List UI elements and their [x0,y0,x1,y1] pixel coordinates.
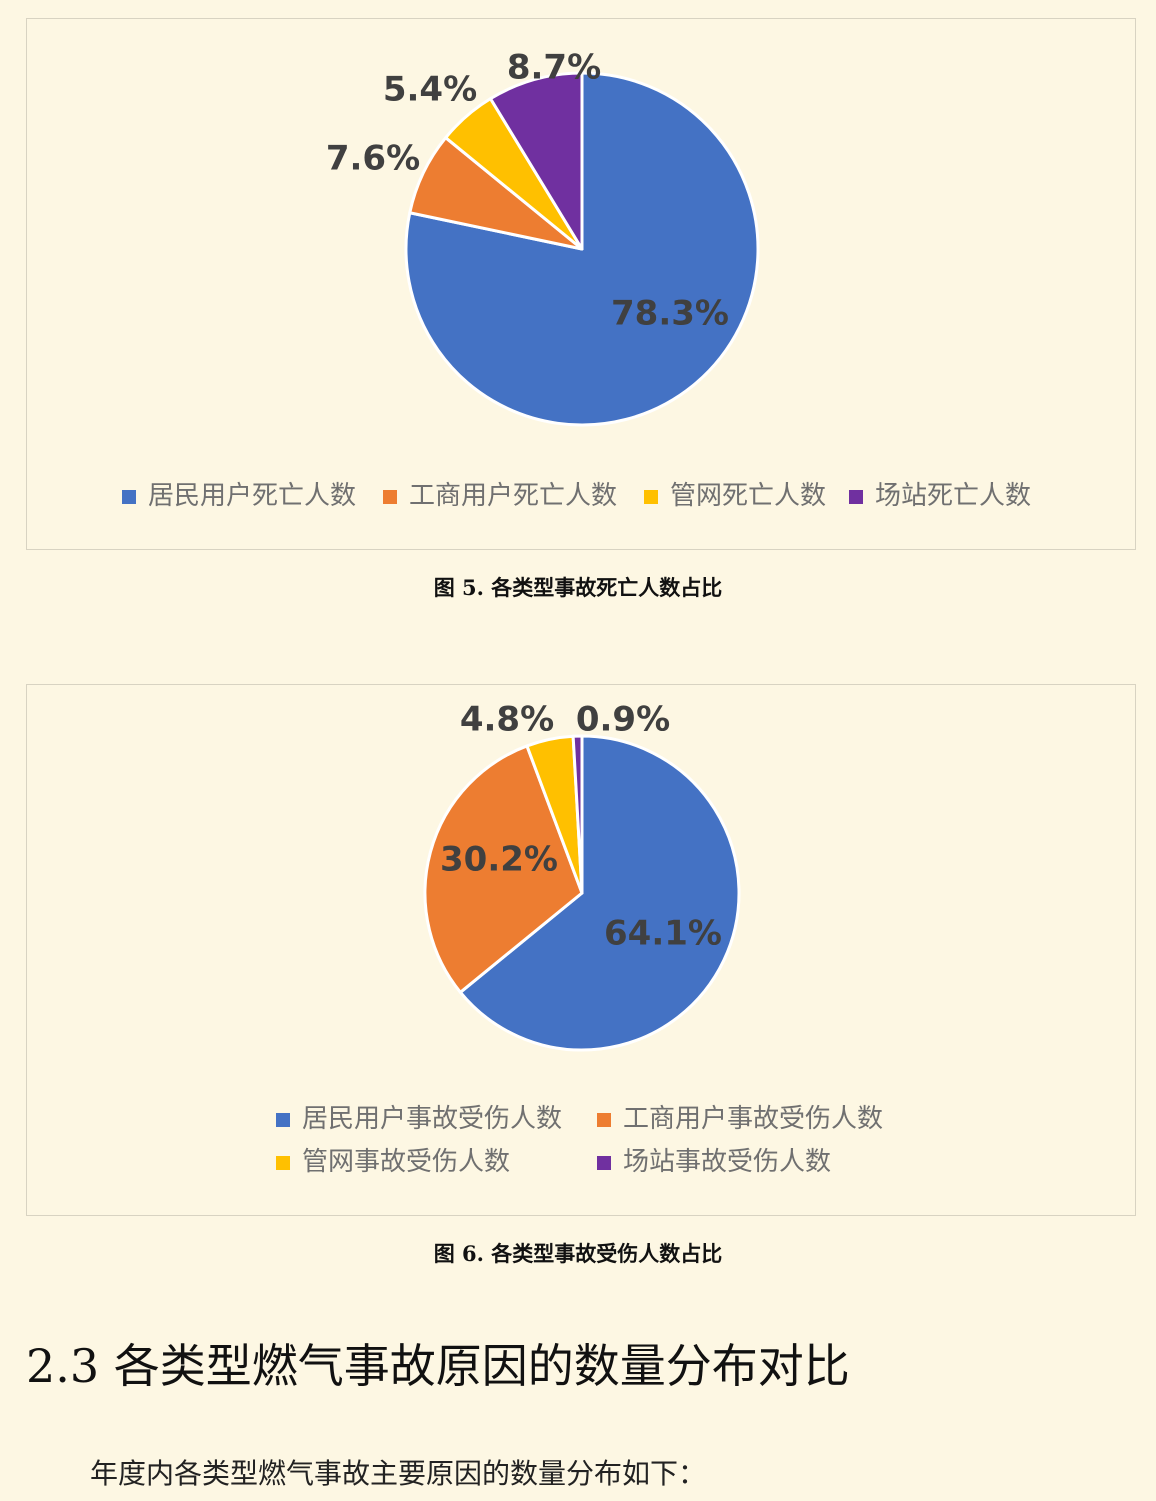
pie-slice-4 [571,734,584,895]
legend-swatch [597,1113,611,1127]
legend-swatch [276,1113,290,1127]
legend-item: 场站事故受伤人数 [597,1147,831,1177]
slice-data-label: 5.4% [383,70,477,110]
legend-item: 居民用户事故受伤人数 [276,1104,562,1134]
pie-slice-2 [423,744,584,994]
figure-5-caption: 图 5. 各类型事故死亡人数占比 [433,575,723,600]
slice-data-label: 64.1% [604,914,722,954]
legend-label: 管网死亡人数 [670,481,826,511]
legend-item: 居民用户死亡人数 [122,481,356,511]
section-heading: 2.3 各类型燃气事故原因的数量分布对比 [26,1339,850,1393]
chart-fatalities-share: 78.3% 7.6% 5.4% 8.7% 居民用户死亡人数 工商用户死亡人数 管网死亡人数 场… [26,18,1136,550]
legend-swatch [383,490,397,504]
pie-slice-4 [489,71,584,251]
legend-swatch [597,1156,611,1170]
slice-data-label: 78.3% [611,294,729,334]
legend-item: 管网事故受伤人数 [276,1147,510,1177]
legend-item: 管网死亡人数 [644,481,826,511]
legend-swatch [122,490,136,504]
legend-label: 工商用户事故受伤人数 [623,1104,883,1134]
section-intro-text: 年度内各类型燃气事故主要原因的数量分布如下： [90,1457,707,1490]
legend-label: 居民用户死亡人数 [148,481,356,511]
slice-data-label: 30.2% [440,840,558,880]
legend-item: 工商用户死亡人数 [383,481,617,511]
legend-label: 管网事故受伤人数 [302,1147,510,1177]
legend-label: 工商用户死亡人数 [409,481,617,511]
legend-item: 场站死亡人数 [849,481,1031,511]
slice-data-label: 8.7% [507,48,601,88]
slice-data-label: 7.6% [326,139,420,179]
pie-chart-injuries: 64.1% 30.2% 4.8% 0.9% 居民用户事故受伤人数 工商用户事故受伤人数管网… [276,700,883,1177]
legend-item: 工商用户事故受伤人数 [597,1104,883,1134]
slice-data-label: 0.9% [576,700,670,740]
legend-swatch [276,1156,290,1170]
pie-slice-1 [458,734,741,1052]
legend-label: 场站死亡人数 [875,481,1031,511]
figure-6-caption: 图 6. 各类型事故受伤人数占比 [433,1241,723,1266]
legend-swatch [849,490,863,504]
chart-injuries-share: 64.1% 30.2% 4.8% 0.9% 居民用户事故受伤人数 工商用户事故受伤人数管网… [26,684,1136,1216]
slice-data-label: 4.8% [460,700,554,740]
pie-chart-fatalities: 78.3% 7.6% 5.4% 8.7% 居民用户死亡人数 工商用户死亡人数 管网死亡人数 场… [122,48,1031,511]
legend-swatch [644,490,658,504]
legend-label: 场站事故受伤人数 [623,1147,831,1177]
legend-label: 居民用户事故受伤人数 [302,1104,562,1134]
